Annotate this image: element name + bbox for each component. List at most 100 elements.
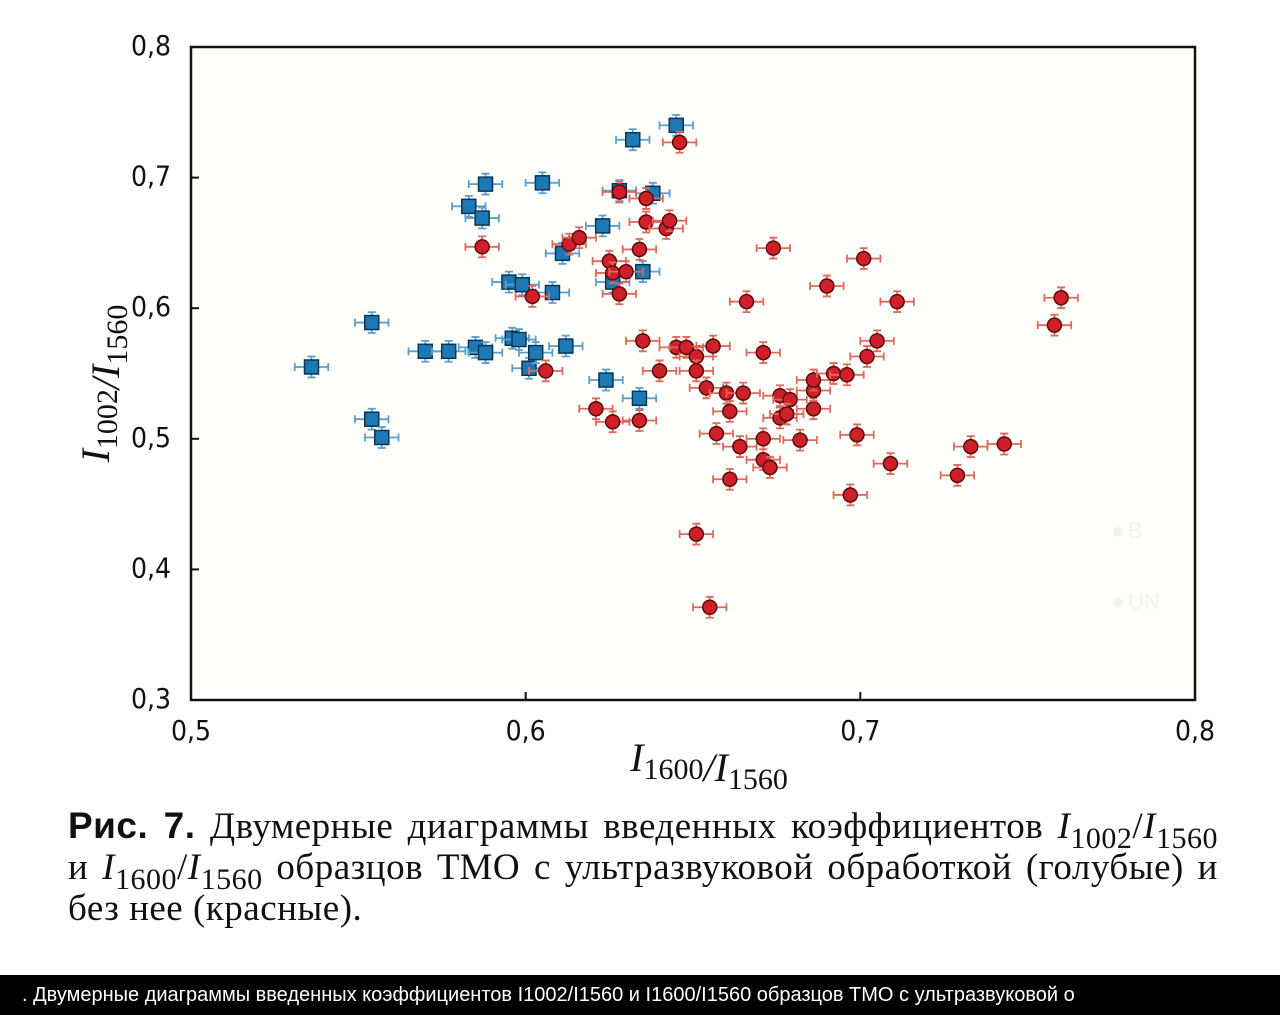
- point-group: [859, 329, 895, 353]
- point-group: [939, 464, 976, 487]
- point: [534, 175, 551, 191]
- label-part: /: [701, 745, 718, 790]
- point: [839, 367, 855, 383]
- point: [514, 276, 531, 293]
- point-group: [601, 180, 638, 204]
- label-sub: 1002: [91, 389, 124, 449]
- point: [708, 425, 725, 442]
- point-group: [464, 206, 500, 230]
- legend-swatch: [1113, 527, 1123, 537]
- point: [363, 314, 380, 331]
- point: [963, 438, 979, 455]
- point-group: [651, 209, 688, 233]
- point: [651, 363, 668, 379]
- point: [765, 240, 782, 256]
- point: [792, 432, 808, 448]
- point-group: [1036, 313, 1073, 337]
- point-group: [769, 402, 805, 426]
- point: [678, 339, 695, 356]
- point: [588, 401, 604, 417]
- label-sub: 1560: [728, 763, 788, 796]
- y-tick-label: 0,7: [131, 160, 171, 193]
- point: [374, 429, 390, 446]
- point: [544, 284, 561, 301]
- point-group: [585, 214, 621, 238]
- point: [825, 365, 842, 382]
- point: [598, 372, 614, 388]
- point-group: [986, 432, 1022, 456]
- point-group: [504, 273, 540, 297]
- legend-label: UN: [1128, 589, 1160, 614]
- x-axis-label: I1600/I1560: [629, 735, 788, 796]
- point: [625, 131, 641, 148]
- point: [722, 471, 738, 488]
- point: [604, 265, 621, 281]
- caption-label: Рис. 7.: [68, 805, 196, 846]
- point: [755, 431, 772, 447]
- point: [701, 599, 718, 616]
- point: [604, 414, 621, 430]
- point-group: [621, 238, 658, 261]
- point-group: [641, 359, 678, 383]
- point-group: [752, 456, 788, 479]
- caption-text: Двумерные диаграммы введенных коэффициен…: [68, 806, 1218, 929]
- label-part: /: [83, 374, 128, 391]
- point: [1053, 290, 1069, 306]
- point: [363, 411, 380, 427]
- label-part: I: [714, 745, 730, 790]
- point-group: [467, 172, 504, 196]
- point: [668, 117, 685, 134]
- point-group: [628, 187, 664, 210]
- point: [477, 344, 494, 361]
- point-group: [548, 334, 584, 358]
- point: [474, 210, 490, 226]
- point: [440, 343, 457, 360]
- point-group: [354, 311, 390, 334]
- point-group: [621, 386, 658, 410]
- x-tick-label: 0,7: [840, 714, 880, 747]
- point: [527, 344, 544, 361]
- point-group: [846, 247, 882, 270]
- point: [778, 406, 795, 422]
- point: [869, 333, 885, 349]
- point-group: [668, 336, 704, 359]
- point: [705, 338, 721, 354]
- point: [735, 385, 751, 401]
- point: [949, 467, 966, 484]
- point: [537, 363, 554, 379]
- point-group: [524, 171, 561, 195]
- point-group: [839, 423, 875, 447]
- point-group: [688, 376, 725, 400]
- point: [303, 359, 320, 375]
- point-group: [755, 236, 791, 260]
- point: [882, 455, 899, 472]
- point: [738, 293, 755, 310]
- point: [722, 403, 738, 420]
- point-group: [722, 435, 758, 458]
- point-group: [431, 339, 467, 363]
- point-group: [561, 226, 597, 250]
- point-group: [464, 235, 500, 259]
- point: [782, 391, 798, 408]
- point-group: [712, 400, 748, 423]
- point-group: [712, 467, 748, 491]
- point-group: [501, 328, 537, 351]
- x-tick-label: 0,8: [1175, 714, 1215, 747]
- point: [611, 184, 628, 200]
- y-tick-label: 0,4: [131, 551, 171, 584]
- point: [477, 176, 494, 192]
- point: [638, 214, 654, 230]
- label-part: I: [629, 735, 645, 780]
- point-group: [514, 285, 550, 308]
- point: [732, 438, 748, 455]
- point-group: [518, 341, 554, 364]
- point: [558, 338, 574, 354]
- point: [461, 198, 477, 215]
- caption: Рис. 7. Двумерные диаграммы введенных ко…: [68, 805, 1218, 929]
- point-group: [698, 422, 735, 445]
- point-group: [782, 428, 818, 452]
- point: [631, 241, 648, 258]
- point-group: [354, 407, 390, 431]
- point-group: [608, 260, 644, 283]
- label-sub: 1560: [101, 305, 134, 365]
